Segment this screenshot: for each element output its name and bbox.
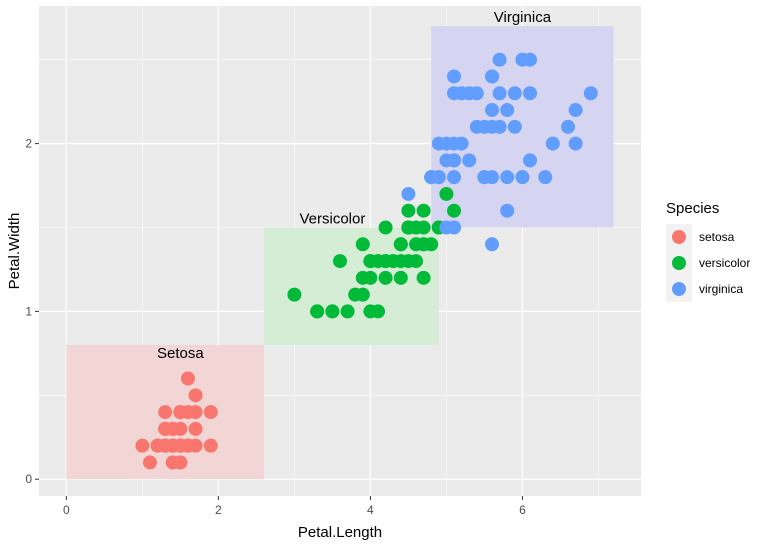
point-versicolor [447,203,462,218]
legend-label-virginica: virginica [699,282,743,296]
x-tick-label: 2 [215,503,222,517]
point-versicolor [371,304,386,319]
point-virginica [500,103,515,118]
point-virginica [469,119,484,134]
point-virginica [507,119,522,134]
point-setosa [203,438,218,453]
y-tick-label: 0 [25,472,32,486]
point-virginica [454,136,469,151]
point-versicolor [325,304,340,319]
legend-label-versicolor: versicolor [699,256,750,270]
legend-title: Species [666,200,719,217]
point-virginica [454,86,469,101]
legend-swatch-setosa [672,230,686,244]
point-virginica [515,170,530,185]
point-versicolor [371,254,386,269]
point-virginica [500,203,515,218]
point-versicolor [393,270,408,285]
point-versicolor [416,203,431,218]
legend: Species setosa versicolor virginica [666,200,750,302]
point-virginica [477,170,492,185]
legend-swatch-versicolor [672,256,686,270]
point-virginica [492,52,507,67]
point-versicolor [378,220,393,235]
point-virginica [401,186,416,201]
point-versicolor [340,304,355,319]
y-tick-label: 1 [25,304,32,318]
point-versicolor [333,254,347,269]
point-virginica [500,170,515,185]
data-points [135,52,598,470]
point-virginica [492,86,507,101]
point-virginica [447,170,462,185]
point-setosa [158,405,173,420]
x-tick-label: 4 [367,503,374,517]
legend-keys: setosa versicolor virginica [666,224,750,302]
y-tick-label: 2 [25,137,32,151]
point-setosa [142,455,157,470]
x-axis-title: Petal.Length [298,524,382,541]
point-versicolor [416,270,431,285]
point-virginica [462,153,477,168]
point-setosa [165,421,180,436]
point-versicolor [416,220,431,235]
point-virginica [568,103,583,118]
point-virginica [568,136,583,151]
point-setosa [165,455,180,470]
point-versicolor [386,254,401,269]
point-virginica [523,52,538,67]
point-setosa [188,421,203,436]
point-virginica [485,119,500,134]
point-versicolor [409,254,424,269]
point-versicolor [287,287,302,302]
legend-swatch-virginica [672,282,686,296]
point-versicolor [363,270,378,285]
point-setosa [165,438,180,453]
point-virginica [545,136,560,151]
point-setosa [135,438,150,453]
legend-label-setosa: setosa [699,230,735,244]
point-setosa [180,371,195,386]
point-virginica [469,86,484,101]
point-virginica [485,237,500,252]
point-virginica [447,69,462,84]
point-virginica [439,153,454,168]
point-virginica [447,220,462,235]
point-versicolor [401,203,416,218]
point-virginica [561,119,576,134]
annotation-versicolor: Versicolor [299,211,365,228]
x-tick-label: 6 [519,503,526,517]
point-setosa [188,388,203,403]
point-versicolor [439,186,454,201]
axes: 0 2 4 6 0 1 2 [25,137,526,517]
y-axis-title: Petal.Width [6,213,23,290]
point-virginica [424,170,439,185]
point-versicolor [378,270,393,285]
point-versicolor [393,237,408,252]
point-virginica [485,69,500,84]
point-virginica [431,136,446,151]
point-versicolor [424,237,439,252]
point-virginica [583,86,598,101]
x-tick-label: 0 [63,503,70,517]
point-virginica [538,170,553,185]
point-versicolor [401,220,416,235]
point-setosa [203,405,218,420]
annotation-virginica: Virginica [494,9,552,26]
point-virginica [507,86,522,101]
annotation-setosa: Setosa [157,345,204,362]
point-setosa [173,405,188,420]
region-annotations: Setosa Versicolor Virginica [157,9,552,362]
point-versicolor [310,304,325,319]
point-virginica [523,153,538,168]
point-versicolor [355,237,370,252]
point-versicolor [348,287,363,302]
point-virginica [523,86,538,101]
point-versicolor [409,237,424,252]
point-virginica [485,103,500,118]
